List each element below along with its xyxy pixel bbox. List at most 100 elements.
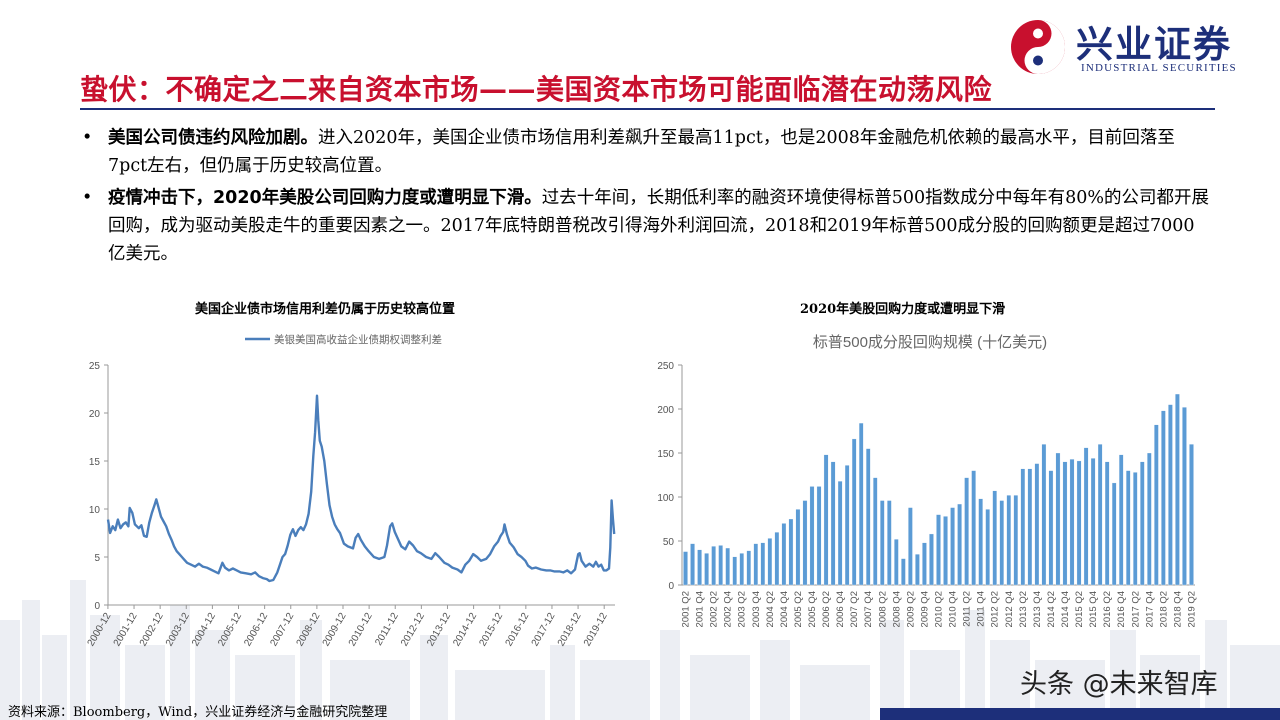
bar <box>999 500 1005 586</box>
bar <box>1175 393 1180 586</box>
credit-spread-series-line <box>106 394 616 583</box>
bar <box>725 547 730 586</box>
bar <box>929 533 934 586</box>
x-tick-label: 2005 Q4 <box>807 591 818 627</box>
credit-spread-line-chart: 美银美国高收益企业债期权调整利差 0 5 10 15 20 25 2000-122001-12… <box>86 333 616 649</box>
bar <box>1034 463 1040 586</box>
y-tick-label: 25 <box>89 361 101 372</box>
bar <box>1020 468 1026 586</box>
bar <box>1154 424 1159 586</box>
y-tick-label: 10 <box>89 505 101 516</box>
buyback-bar-chart: 标普500成分股回购规模 (十亿美元) 0 50 100 150 200 250 2001 Q… <box>657 334 1197 627</box>
bar <box>964 477 969 586</box>
bar <box>894 539 899 586</box>
bar <box>683 551 688 586</box>
y-tick-label: 100 <box>657 493 674 504</box>
bar <box>1111 482 1117 586</box>
bar <box>887 500 892 586</box>
x-tick-label: 2011 Q4 <box>976 591 987 627</box>
x-tick-label: 2008 Q4 <box>891 591 902 627</box>
bar <box>1189 444 1194 586</box>
bar <box>1055 452 1061 586</box>
x-tick-label: 2016-12 <box>504 611 532 649</box>
bar <box>1125 470 1131 586</box>
x-tick-label: 2012-12 <box>399 611 427 649</box>
bar <box>746 550 752 586</box>
bar <box>908 507 913 586</box>
x-tick-label: 2007 Q2 <box>849 591 860 627</box>
x-tick-label: 2017 Q2 <box>1130 591 1141 627</box>
x-tick-label: 2001 Q2 <box>681 591 692 627</box>
bar <box>858 422 864 586</box>
x-tick-label: 2013 Q4 <box>1032 591 1043 627</box>
x-tick-label: 2018 Q2 <box>1158 591 1169 627</box>
bar <box>732 556 737 586</box>
bar <box>880 500 885 586</box>
bar <box>1090 458 1096 586</box>
x-tick-label: 2015 Q2 <box>1074 591 1085 627</box>
bar <box>992 490 997 586</box>
x-tick-label: 2005 Q2 <box>793 591 804 627</box>
y-tick-label: 0 <box>94 601 100 612</box>
bar <box>690 543 695 586</box>
city-skyline-background <box>0 580 1280 720</box>
x-tick-label: 2008-12 <box>295 611 323 649</box>
x-tick-label: 2014 Q2 <box>1046 591 1057 627</box>
x-tick-label: 2019 Q2 <box>1186 591 1197 627</box>
bullet-2-lead: 疫情冲击下，2020年美股公司回购力度或遭明显下滑。 <box>108 188 542 208</box>
x-tick-label: 2014 Q4 <box>1060 591 1071 627</box>
y-tick-label: 15 <box>89 457 101 468</box>
x-tick-label: 2011 Q2 <box>962 591 973 627</box>
x-tick-label: 2002 Q2 <box>709 591 720 627</box>
bar <box>844 465 850 586</box>
chart-2-subtitle: 标普500成分股回购规模 (十亿美元) <box>813 334 1047 351</box>
x-tick-label: 2014-12 <box>451 611 479 649</box>
bar <box>1048 470 1054 586</box>
bar <box>1062 461 1068 586</box>
x-tick-label: 2007 Q4 <box>863 591 874 627</box>
x-tick-label: 2018-12 <box>556 611 584 649</box>
bar <box>739 553 744 586</box>
x-tick-label: 2015-12 <box>477 611 505 649</box>
x-tick-label: 2016 Q2 <box>1102 591 1113 627</box>
x-tick-label: 2006 Q4 <box>835 591 846 627</box>
logo-english-name: INDUSTRIAL SECURITIES <box>1081 62 1237 74</box>
x-tick-label: 2004-12 <box>190 611 218 649</box>
x-tick-label: 2010-12 <box>347 611 375 649</box>
x-tick-label: 2019-12 <box>582 611 610 649</box>
bullet-1: • 美国公司债违约风险加剧。进入2020年，美国企业债市场信用利差飙升至最高11… <box>82 124 1212 180</box>
bar <box>1168 404 1173 586</box>
bullet-dot: • <box>82 188 93 208</box>
bar <box>915 554 920 586</box>
x-tick-label: 2010 Q2 <box>934 591 945 627</box>
bar <box>922 542 927 586</box>
bullet-dot: • <box>82 128 93 148</box>
x-tick-label: 2008 Q2 <box>877 591 888 627</box>
x-tick-label: 2002-12 <box>138 611 166 649</box>
bar <box>823 454 829 586</box>
bar <box>802 500 808 586</box>
bar <box>816 486 822 586</box>
bullet-1-body: 进入2020年，美国企业债市场信用利差飙升至最高11pct，也是2008年金融危… <box>108 128 1175 176</box>
footer-band <box>880 708 1280 720</box>
bar <box>851 438 857 586</box>
bar <box>1118 454 1124 586</box>
bar <box>1076 460 1082 586</box>
x-tick-label: 2003-12 <box>164 611 192 649</box>
bar <box>950 507 955 586</box>
x-tick-label: 2009 Q2 <box>905 591 916 627</box>
watermark: 头条 @未来智库 <box>1020 669 1218 700</box>
x-tick-label: 2013 Q2 <box>1018 591 1029 627</box>
bar <box>957 503 962 586</box>
x-tick-label: 2005-12 <box>216 611 244 649</box>
bar <box>1133 472 1138 586</box>
y-tick-label: 50 <box>663 537 675 548</box>
bullet-1-lead: 美国公司债违约风险加剧。 <box>108 128 318 148</box>
bar <box>711 546 716 586</box>
x-tick-label: 2018 Q4 <box>1172 591 1183 627</box>
bar <box>1083 447 1089 586</box>
bar <box>837 481 843 586</box>
x-tick-label: 2004 Q2 <box>765 591 776 627</box>
legend-label: 美银美国高收益企业债期权调整利差 <box>274 333 442 346</box>
bar <box>1182 407 1187 586</box>
